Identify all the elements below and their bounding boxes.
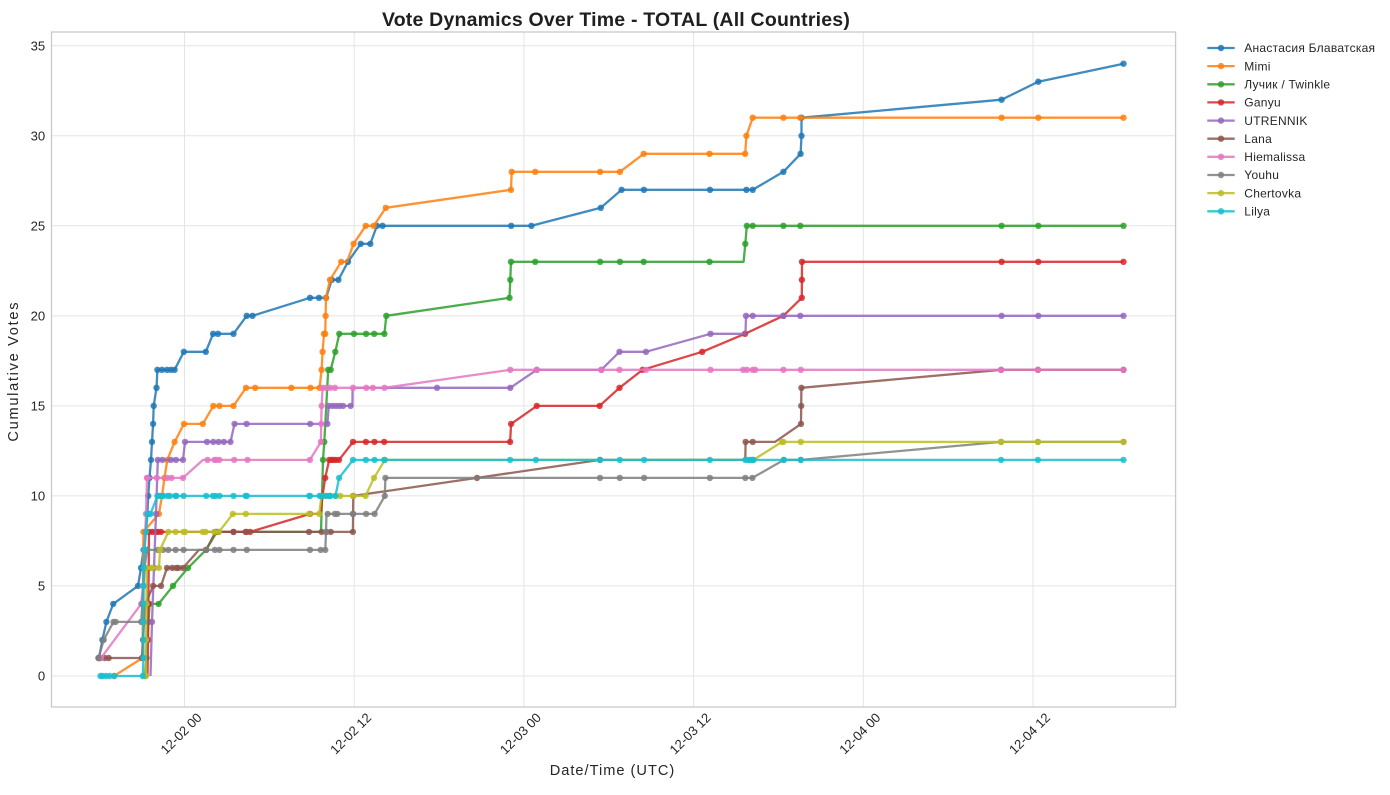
svg-text:25: 25: [31, 218, 46, 233]
svg-text:Hiemalissa: Hiemalissa: [1244, 150, 1305, 164]
svg-text:Ganyu: Ganyu: [1244, 96, 1281, 110]
svg-text:UTRENNIK: UTRENNIK: [1244, 114, 1307, 128]
svg-text:Анастасия Блаватская: Анастасия Блаватская: [1244, 41, 1375, 55]
svg-text:Date/Time (UTC): Date/Time (UTC): [550, 763, 676, 779]
svg-text:Lana: Lana: [1244, 132, 1272, 146]
svg-text:35: 35: [31, 38, 46, 53]
svg-text:15: 15: [31, 399, 46, 414]
svg-text:Cumulative Votes: Cumulative Votes: [6, 301, 22, 442]
svg-text:Vote Dynamics Over Time - TOTA: Vote Dynamics Over Time - TOTAL (All Cou…: [382, 9, 850, 31]
svg-text:30: 30: [31, 128, 46, 143]
svg-text:Lilya: Lilya: [1244, 205, 1270, 219]
svg-text:Youhu: Youhu: [1244, 168, 1279, 182]
svg-text:0: 0: [38, 669, 45, 684]
svg-text:Chertovka: Chertovka: [1244, 186, 1301, 200]
svg-text:Лучик / Twinkle: Лучик / Twinkle: [1244, 78, 1330, 92]
svg-text:5: 5: [38, 579, 45, 594]
svg-text:20: 20: [31, 308, 46, 323]
svg-text:10: 10: [31, 489, 46, 504]
svg-text:Mimi: Mimi: [1244, 59, 1270, 73]
